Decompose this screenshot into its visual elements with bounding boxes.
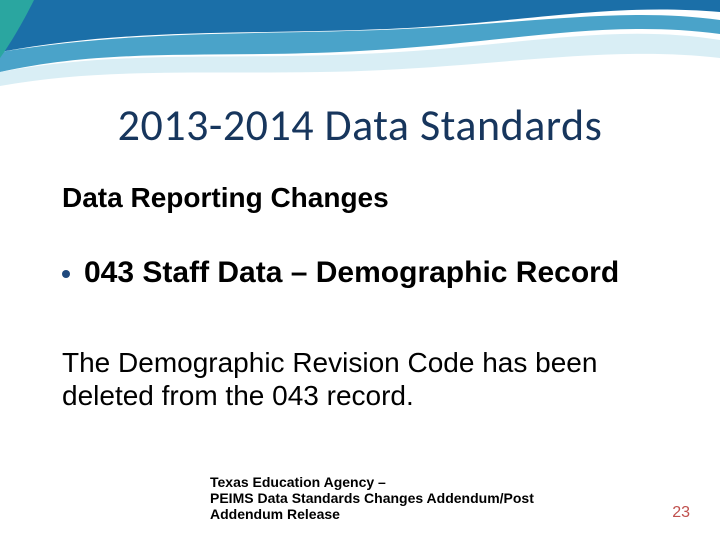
page-number: 23 (672, 504, 690, 522)
wave-layer-dark (0, 0, 720, 52)
bullet-item: 043 Staff Data – Demographic Record (62, 256, 662, 291)
slide-title: 2013-2014 Data Standards (0, 98, 720, 152)
header-wave-decoration (0, 0, 720, 90)
slide-subtitle: Data Reporting Changes (62, 182, 389, 214)
bullet-dot-icon (62, 270, 70, 278)
wave-layer-mid (0, 15, 720, 72)
wave-layer-light (0, 34, 720, 86)
bullet-body-text: The Demographic Revision Code has been d… (62, 346, 672, 412)
footer-attribution: Texas Education Agency – PEIMS Data Stan… (210, 474, 540, 522)
bullet-heading: 043 Staff Data – Demographic Record (84, 256, 662, 291)
wave-corner-accent (0, 0, 34, 58)
